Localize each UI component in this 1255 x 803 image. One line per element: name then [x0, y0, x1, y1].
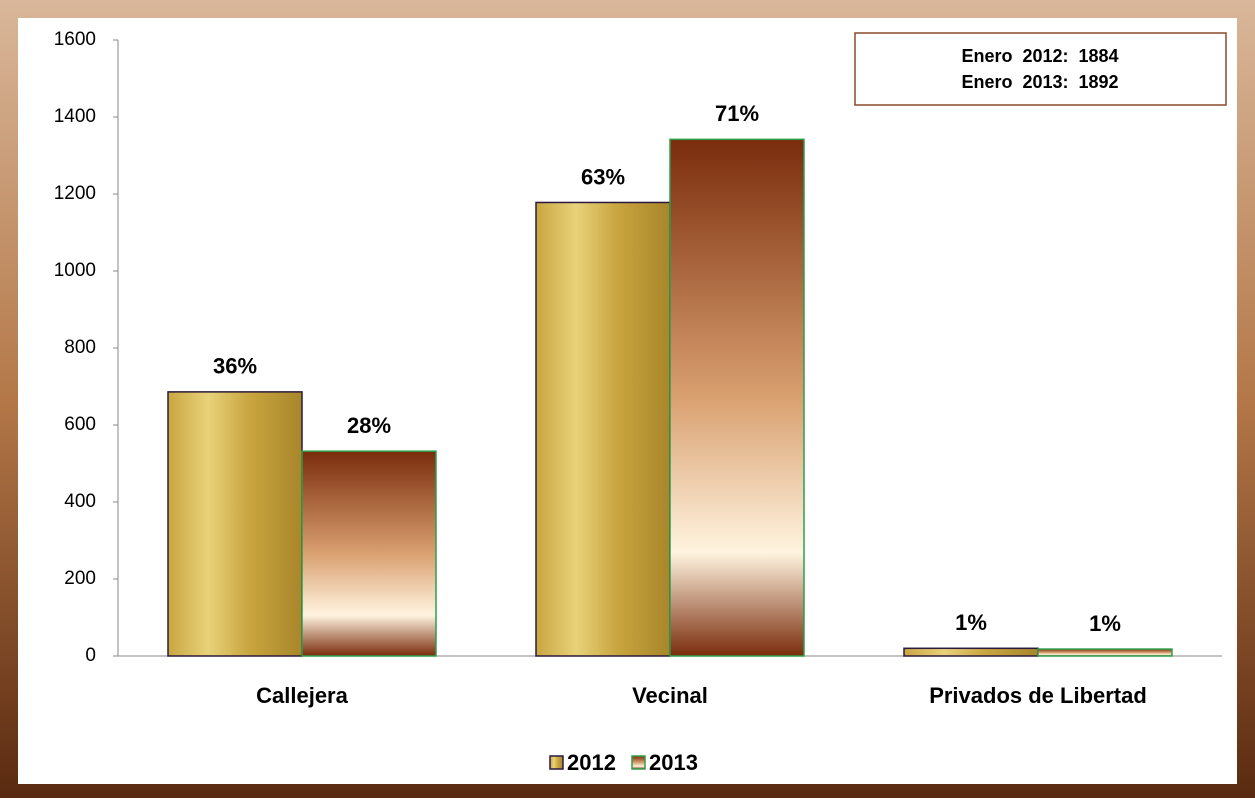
legend-label: 2013 — [649, 750, 698, 775]
data-label: 63% — [581, 164, 625, 189]
y-tick-label: 400 — [64, 491, 96, 512]
bar — [167, 391, 303, 657]
legend-swatch — [549, 755, 564, 770]
bar — [669, 138, 805, 657]
bar — [535, 201, 671, 657]
y-tick-label: 1200 — [54, 183, 96, 204]
y-tick-label: 1400 — [54, 106, 96, 127]
bar — [301, 450, 437, 657]
bar — [1037, 648, 1173, 657]
legend-label: 2012 — [567, 750, 616, 775]
y-tick-label: 200 — [64, 568, 96, 589]
annotation: Enero 2012: 1884 — [961, 46, 1118, 66]
legend-swatch — [631, 755, 646, 770]
data-label: 1% — [955, 610, 987, 635]
data-label: 1% — [1089, 611, 1121, 636]
x-tick-label: Vecinal — [632, 683, 708, 708]
y-tick-label: 1000 — [54, 260, 96, 281]
data-label: 36% — [213, 354, 257, 379]
data-label: 71% — [715, 101, 759, 126]
y-tick-label: 800 — [64, 337, 96, 358]
bar — [903, 647, 1039, 657]
data-label: 28% — [347, 413, 391, 438]
y-tick-label: 0 — [85, 645, 96, 666]
x-tick-label: Callejera — [256, 683, 348, 708]
annotation-box — [854, 32, 1227, 106]
y-tick-label: 1600 — [54, 29, 96, 50]
y-tick-label: 600 — [64, 414, 96, 435]
annotation: Enero 2013: 1892 — [961, 72, 1118, 92]
x-tick-label: Privados de Libertad — [929, 683, 1147, 708]
